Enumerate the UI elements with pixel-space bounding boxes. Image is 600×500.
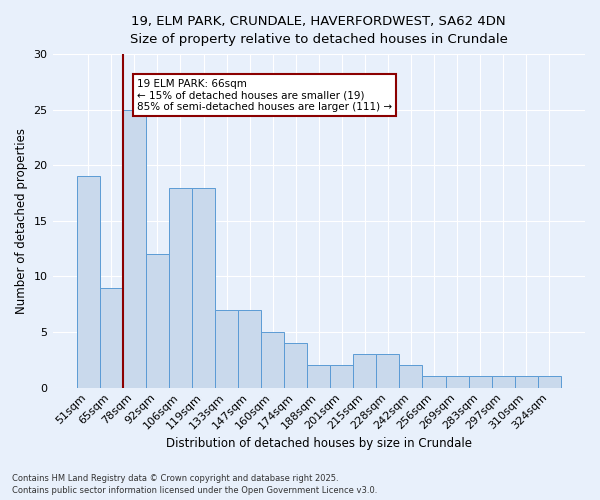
- Bar: [538, 376, 561, 388]
- Bar: [400, 366, 422, 388]
- Bar: [215, 310, 238, 388]
- X-axis label: Distribution of detached houses by size in Crundale: Distribution of detached houses by size …: [166, 437, 472, 450]
- Bar: [307, 366, 330, 388]
- Bar: [123, 110, 146, 388]
- Bar: [446, 376, 469, 388]
- Bar: [261, 332, 284, 388]
- Bar: [169, 188, 192, 388]
- Bar: [192, 188, 215, 388]
- Bar: [422, 376, 446, 388]
- Bar: [238, 310, 261, 388]
- Bar: [100, 288, 123, 388]
- Bar: [353, 354, 376, 388]
- Bar: [330, 366, 353, 388]
- Text: 19 ELM PARK: 66sqm
← 15% of detached houses are smaller (19)
85% of semi-detache: 19 ELM PARK: 66sqm ← 15% of detached hou…: [137, 78, 392, 112]
- Bar: [77, 176, 100, 388]
- Y-axis label: Number of detached properties: Number of detached properties: [15, 128, 28, 314]
- Bar: [146, 254, 169, 388]
- Bar: [469, 376, 491, 388]
- Bar: [491, 376, 515, 388]
- Bar: [515, 376, 538, 388]
- Bar: [284, 343, 307, 388]
- Text: Contains HM Land Registry data © Crown copyright and database right 2025.
Contai: Contains HM Land Registry data © Crown c…: [12, 474, 377, 495]
- Bar: [376, 354, 400, 388]
- Title: 19, ELM PARK, CRUNDALE, HAVERFORDWEST, SA62 4DN
Size of property relative to det: 19, ELM PARK, CRUNDALE, HAVERFORDWEST, S…: [130, 15, 508, 46]
